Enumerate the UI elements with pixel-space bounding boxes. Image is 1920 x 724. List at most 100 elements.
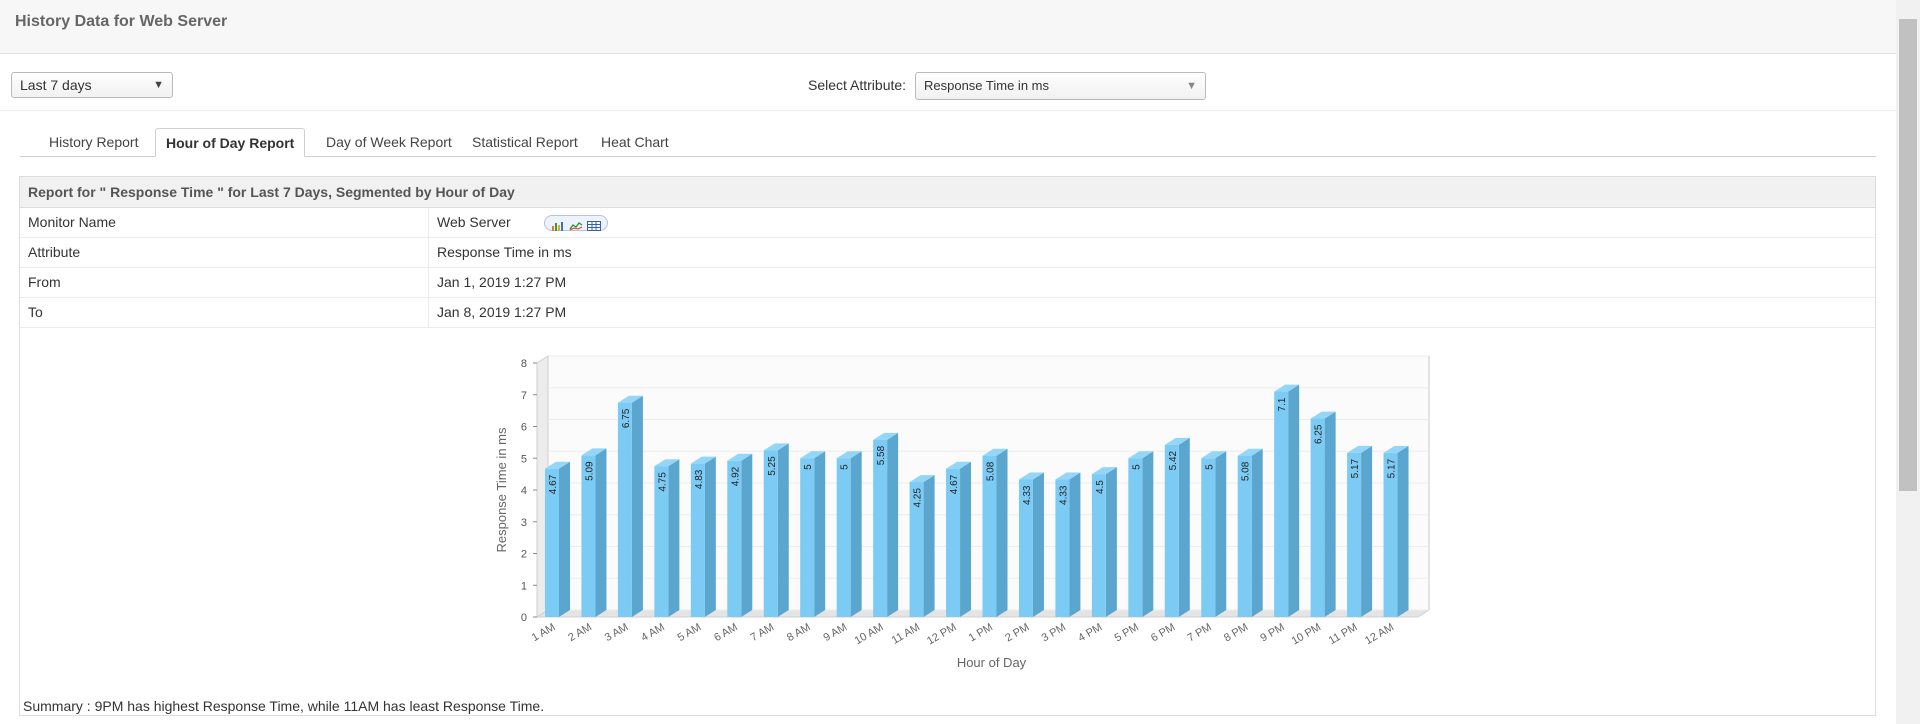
- x-tick-label: 11 PM: [1327, 621, 1360, 647]
- bar-side: [777, 443, 789, 617]
- line-chart-icon[interactable]: [569, 218, 583, 231]
- bar-top: [800, 451, 826, 459]
- bar-value-label: 4.5: [1095, 480, 1106, 494]
- period-select[interactable]: Last 7 days ▼: [11, 72, 173, 98]
- attribute-select[interactable]: Response Time in ms ▼: [915, 72, 1206, 100]
- tab-statistical-report[interactable]: Statistical Report: [472, 134, 578, 150]
- bar-value-label: 4.67: [949, 474, 960, 494]
- bar-side: [1105, 467, 1117, 617]
- bar-side: [668, 459, 680, 617]
- tab-heat-chart[interactable]: Heat Chart: [601, 134, 669, 150]
- bar-top: [836, 451, 862, 459]
- bar: [654, 466, 669, 617]
- bar: [581, 455, 596, 617]
- bar-value-label: 5: [803, 464, 814, 470]
- x-tick-label: 5 PM: [1113, 621, 1141, 644]
- attribute-select-value: Response Time in ms: [924, 78, 1049, 93]
- bar-top: [1274, 384, 1300, 392]
- bar: [1055, 479, 1070, 617]
- bar: [800, 458, 815, 617]
- bar: [1018, 479, 1033, 617]
- y-axis-label: Response Time in ms: [494, 427, 509, 552]
- bar-value-label: 4.75: [657, 472, 668, 492]
- info-value: Jan 1, 2019 1:27 PM: [437, 274, 567, 290]
- y-tick-label: 3: [521, 517, 527, 529]
- x-tick-label: 5 AM: [676, 621, 704, 644]
- period-select-value: Last 7 days: [20, 77, 92, 93]
- bar: [1274, 391, 1289, 617]
- x-tick-label: 12 AM: [1363, 621, 1396, 647]
- bar-value-label: 6.25: [1314, 424, 1325, 444]
- bar-side: [741, 453, 753, 617]
- bar-side: [1397, 445, 1409, 617]
- bar: [545, 468, 559, 617]
- bar: [946, 468, 961, 617]
- bar-value-label: 5.25: [767, 456, 778, 476]
- tab-day-of-week-report[interactable]: Day of Week Report: [326, 134, 452, 150]
- page-header: History Data for Web Server: [0, 0, 1896, 54]
- y-tick-label: 5: [521, 453, 527, 465]
- info-row-from: From Jan 1, 2019 1:27 PM: [20, 268, 1875, 298]
- bar: [1347, 452, 1362, 617]
- x-tick-label: 2 AM: [566, 621, 594, 644]
- bar-side: [1361, 445, 1373, 617]
- bar-value-label: 5.09: [584, 461, 595, 481]
- bar-value-label: 5.17: [1387, 458, 1398, 478]
- bar-top: [873, 432, 899, 440]
- bar-top: [1237, 448, 1263, 456]
- x-tick-label: 8 PM: [1222, 621, 1250, 644]
- bar-side: [814, 451, 826, 617]
- bar-top: [654, 459, 680, 467]
- y-tick-label: 1: [521, 580, 527, 592]
- y-tick-label: 6: [521, 422, 527, 434]
- vertical-scrollbar[interactable]: [1896, 0, 1920, 724]
- bar: [1164, 444, 1179, 617]
- bar-side: [631, 395, 643, 617]
- x-tick-label: 4 AM: [639, 621, 667, 644]
- page-title: History Data for Web Server: [15, 13, 228, 30]
- y-tick-label: 7: [521, 390, 527, 402]
- bar-value-label: 4.92: [730, 466, 741, 486]
- report-icons: [544, 215, 608, 231]
- bar-top: [763, 443, 789, 451]
- bar-value-label: 4.83: [694, 469, 705, 489]
- info-label: Attribute: [28, 244, 81, 260]
- tab-history-report[interactable]: History Report: [49, 134, 139, 150]
- x-tick-label: 2 PM: [1003, 621, 1031, 644]
- bar-side: [1288, 384, 1300, 617]
- bar-side: [1178, 437, 1190, 617]
- bar-side: [595, 448, 607, 617]
- bar-side: [996, 448, 1008, 617]
- bar-top: [1347, 445, 1373, 453]
- bar-value-label: 5: [840, 464, 851, 470]
- bar: [727, 460, 742, 617]
- bar: [763, 450, 778, 617]
- bar-value-label: 4.33: [1058, 485, 1069, 505]
- bar-value-label: 4.33: [1022, 485, 1033, 505]
- bar-top: [1091, 467, 1117, 475]
- bar-top: [1383, 445, 1409, 453]
- bar: [690, 463, 705, 617]
- bar-side: [850, 451, 862, 617]
- controls-bar: Last 7 days ▼ Select Attribute: Response…: [0, 54, 1896, 111]
- bar-value-label: 4.25: [913, 488, 924, 508]
- x-tick-label: 11 AM: [890, 621, 922, 647]
- bar: [1237, 455, 1252, 617]
- bar: [1128, 458, 1143, 617]
- bar-side: [1215, 451, 1227, 617]
- x-tick-label: 7 AM: [749, 621, 777, 644]
- tab-hour-of-day-report[interactable]: Hour of Day Report: [155, 128, 306, 157]
- info-row-monitor: Monitor Name Web Server: [20, 208, 1875, 238]
- bar-chart-icon[interactable]: [551, 218, 565, 231]
- scrollbar-thumb[interactable]: [1899, 19, 1917, 491]
- bar-value-label: 7.1: [1277, 397, 1288, 411]
- x-tick-label: 1 PM: [967, 621, 995, 644]
- y-tick-label: 8: [521, 358, 527, 370]
- bar: [982, 455, 997, 617]
- bar-value-label: 5.08: [1241, 461, 1252, 481]
- table-icon[interactable]: [587, 218, 601, 231]
- report-panel: Report for " Response Time " for Last 7 …: [19, 176, 1876, 716]
- attribute-label: Select Attribute:: [808, 77, 907, 93]
- bar: [873, 439, 888, 617]
- bar-side: [960, 461, 972, 617]
